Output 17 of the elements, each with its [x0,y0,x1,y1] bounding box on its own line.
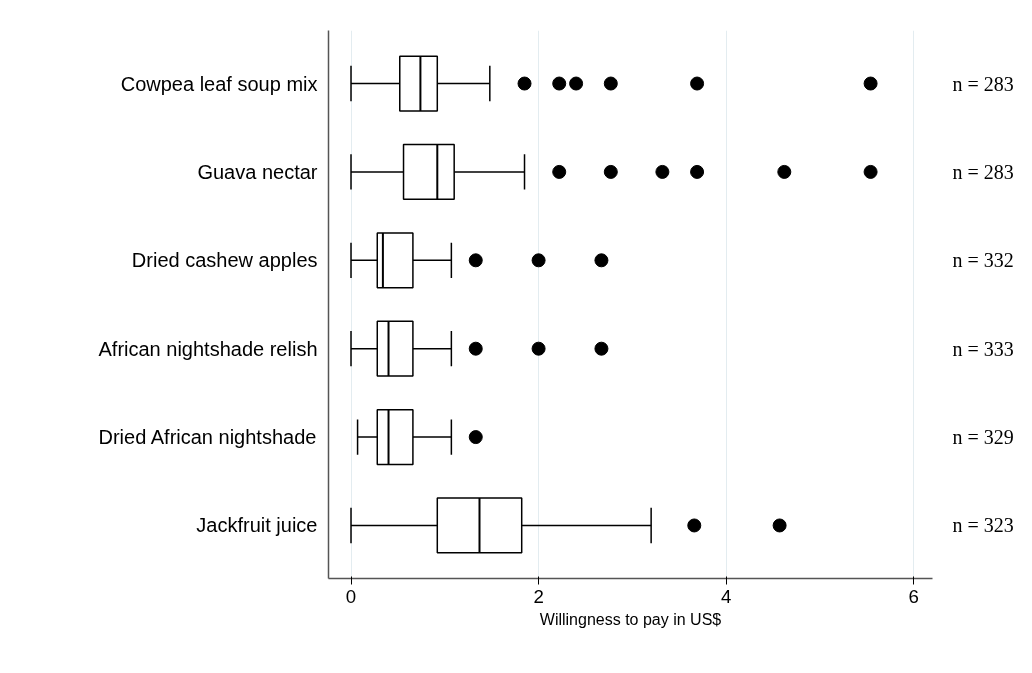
text: n = 283 [952,160,1014,183]
x-tick-label: 4 [720,585,732,607]
text: n = 323 [952,514,1014,537]
x-tick-label: 2 [533,585,544,607]
text: n = 283 [952,72,1014,95]
y-tick-label: Guava nectar [197,160,318,183]
y-tick-label: Dried cashew apples [131,249,318,272]
x-tick-label: 0 [345,585,357,607]
x-tick-label: 6 [908,585,919,607]
y-tick-label: Jackfruit juice [196,514,318,537]
text: n = 333 [952,337,1014,360]
text: n = 332 [952,249,1014,272]
y-tick-label: Cowpea leaf soup mix [120,72,318,95]
x-axis-title: Willingness to pay in US$ [539,610,722,628]
y-tick-label: African nightshade relish [98,337,318,360]
y-tick-label: Dried African nightshade [98,426,317,449]
text: n = 329 [952,426,1014,449]
